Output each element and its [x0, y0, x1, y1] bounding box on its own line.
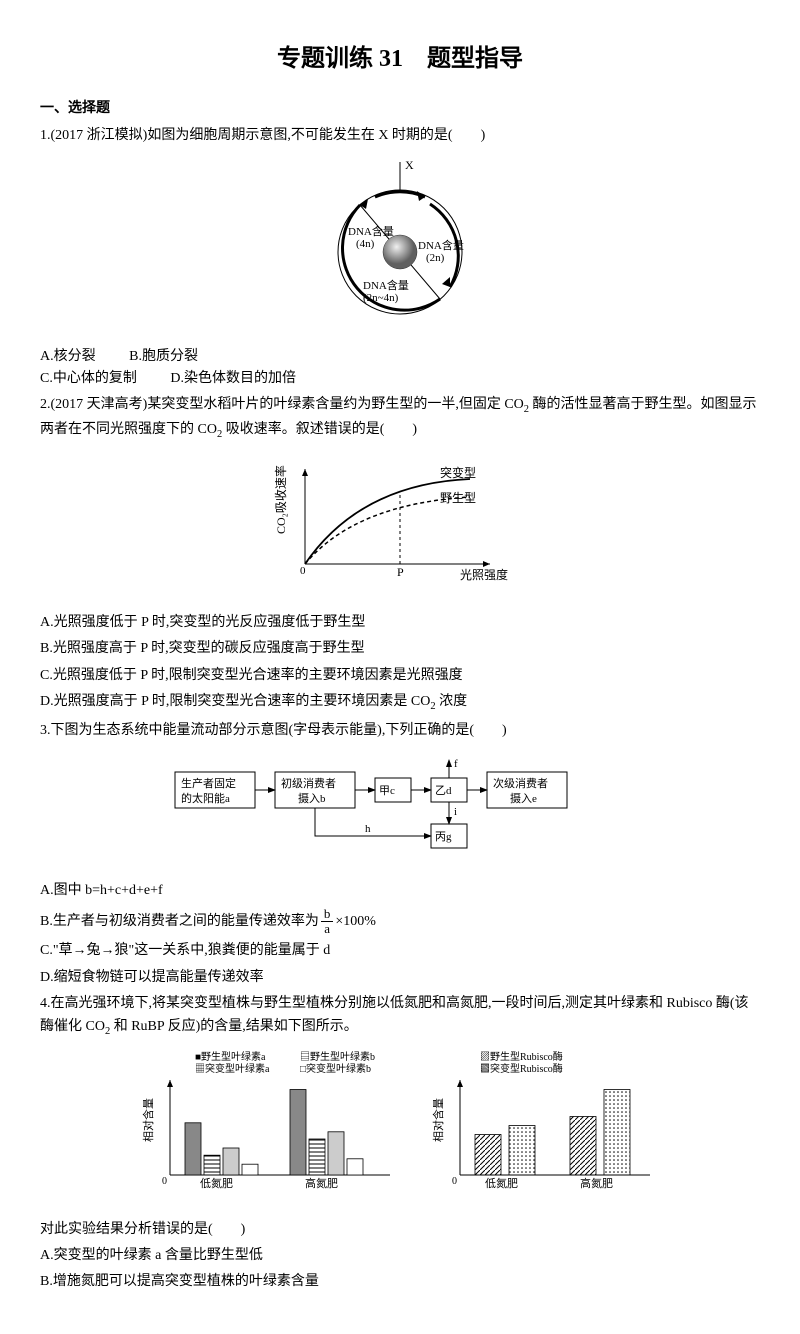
q2-optD-tail: 浓度 [436, 694, 468, 709]
q3-stem: 3.下图为生态系统中能量流动部分示意图(字母表示能量),下列正确的是( ) [40, 720, 760, 742]
q1-optC: C.中心体的复制 [40, 368, 137, 390]
q4-concl: 对此实验结果分析错误的是( ) [40, 1219, 760, 1241]
q1-label-right-2: (2n) [426, 252, 445, 264]
q2-series-mut: 突变型 [440, 465, 476, 480]
q2-optD: D.光照强度高于 P 时,限制突变型光合速率的主要环境因素是 CO2 浓度 [40, 691, 760, 716]
q4-ylabel2: 相对含量 [431, 1098, 445, 1142]
q3-optB-pre: B.生产者与初级消费者之间的能量传递效率为 [40, 914, 319, 929]
q3-frac-num: b [321, 907, 334, 922]
q4-legA: ■野生型叶绿素a [195, 1050, 266, 1063]
q2-series-wt: 野生型 [440, 491, 476, 505]
q3-edge-h: h [365, 823, 371, 835]
q1-label-left-2: (4n) [356, 238, 375, 250]
q2-optC: C.光照强度低于 P 时,限制突变型光合速率的主要环境因素是光照强度 [40, 665, 760, 687]
q3-box2-l2: 摄入b [298, 791, 326, 805]
q1-optA: A.核分裂 [40, 346, 96, 368]
q1-opts-row1: A.核分裂 B.胞质分裂 [40, 346, 760, 368]
q4-stem: 4.在高光强环境下,将某突变型植株与野生型植株分别施以低氮肥和高氮肥,一段时间后… [40, 993, 760, 1040]
fraction-icon: ba [321, 907, 334, 937]
q1-stem: 1.(2017 浙江模拟)如图为细胞周期示意图,不可能发生在 X 时期的是( ) [40, 125, 760, 147]
q3-frac-den: a [321, 922, 334, 936]
page-title: 专题训练 31 题型指导 [40, 40, 760, 78]
q2-optA: A.光照强度低于 P 时,突变型的光反应强度低于野生型 [40, 612, 760, 634]
q2-stem: 2.(2017 天津高考)某突变型水稻叶片的叶绿素含量约为野生型的一半,但固定 … [40, 394, 760, 443]
q4-ylabel1: 相对含量 [141, 1098, 155, 1142]
q3-optB: B.生产者与初级消费者之间的能量传递效率为ba×100% [40, 907, 760, 937]
q1-figure: X DNA含量 (4n) DNA含量 (2n) DNA含量 (2n~4n) [40, 157, 760, 335]
q3-box6: 丙g [435, 831, 452, 843]
q2-optD-text: D.光照强度高于 P 时,限制突变型光合速率的主要环境因素是 CO [40, 694, 430, 709]
q2-ylabel: CO₂吸收速率 [273, 465, 288, 534]
q1-label-left-1: DNA含量 [348, 224, 394, 238]
q1-opts-row2: C.中心体的复制 D.染色体数目的加倍 [40, 368, 760, 390]
q3-box1-l1: 生产者固定 [181, 776, 236, 790]
q4-legE: ▨野生型Rubisco酶 [480, 1050, 563, 1063]
q3-edge-i: i [454, 806, 457, 818]
q3-optB-tail: ×100% [335, 914, 376, 929]
q2-figure: 0 P 光照强度 CO₂吸收速率 突变型 野生型 [40, 454, 760, 602]
q4-xhigh2: 高氮肥 [580, 1176, 613, 1190]
q3-box3: 甲c [379, 785, 395, 797]
q3-optC: C."草→兔→狼"这一关系中,狼粪便的能量属于 d [40, 940, 760, 962]
q3-edge-f: f [454, 758, 458, 770]
q4-t0b: 0 [452, 1176, 457, 1187]
q1-optB: B.胞质分裂 [129, 346, 198, 368]
section-heading: 一、选择题 [40, 98, 760, 120]
q1-label-bot-2: (2n~4n) [363, 292, 399, 304]
q4-legB: ▤野生型叶绿素b [300, 1050, 375, 1063]
q3-box2-l1: 初级消费者 [281, 776, 336, 790]
q4-legF: ▩突变型Rubisco酶 [480, 1062, 563, 1075]
q2-tickP: P [397, 565, 404, 579]
q4-xhigh1: 高氮肥 [305, 1176, 338, 1190]
q4-legD: □突变型叶绿素b [300, 1062, 371, 1075]
q2-stem-part3: 吸收速率。叙述错误的是( ) [222, 422, 417, 437]
q3-optA: A.图中 b=h+c+d+e+f [40, 880, 760, 902]
q4-legC: ▦突变型叶绿素a [195, 1062, 270, 1075]
q4-optB: B.增施氮肥可以提高突变型植株的叶绿素含量 [40, 1271, 760, 1293]
q1-label-bot-1: DNA含量 [363, 278, 409, 292]
q3-box5-l1: 次级消费者 [493, 776, 548, 790]
q3-box5-l2: 摄入e [510, 791, 537, 805]
q1-optD: D.染色体数目的加倍 [170, 368, 296, 390]
q2-stem-part1: 2.(2017 天津高考)某突变型水稻叶片的叶绿素含量约为野生型的一半,但固定 … [40, 397, 524, 412]
q4-t0a: 0 [162, 1176, 167, 1187]
q4-stem-part2: 和 RuBP 反应)的含量,结果如下图所示。 [110, 1019, 358, 1034]
q1-label-right-1: DNA含量 [418, 238, 464, 252]
q3-figure: 生产者固定 的太阳能a 初级消费者 摄入b 甲c 乙d 次级消费者 摄入e f … [40, 752, 760, 870]
q3-box4: 乙d [435, 784, 452, 797]
q2-xlabel: 光照强度 [460, 567, 508, 582]
q4-figure: ■野生型叶绿素a ▤野生型叶绿素b ▦突变型叶绿素a □突变型叶绿素b 相对含量… [40, 1050, 760, 1208]
q3-box1-l2: 的太阳能a [181, 791, 230, 805]
q2-optB: B.光照强度高于 P 时,突变型的碳反应强度高于野生型 [40, 638, 760, 660]
q4-xlow2: 低氮肥 [485, 1176, 518, 1190]
q4-xlow1: 低氮肥 [200, 1176, 233, 1190]
q4-optA: A.突变型的叶绿素 a 含量比野生型低 [40, 1245, 760, 1267]
q3-optD: D.缩短食物链可以提高能量传递效率 [40, 967, 760, 989]
q2-tick0: 0 [300, 565, 306, 577]
q1-x-label: X [405, 158, 414, 172]
